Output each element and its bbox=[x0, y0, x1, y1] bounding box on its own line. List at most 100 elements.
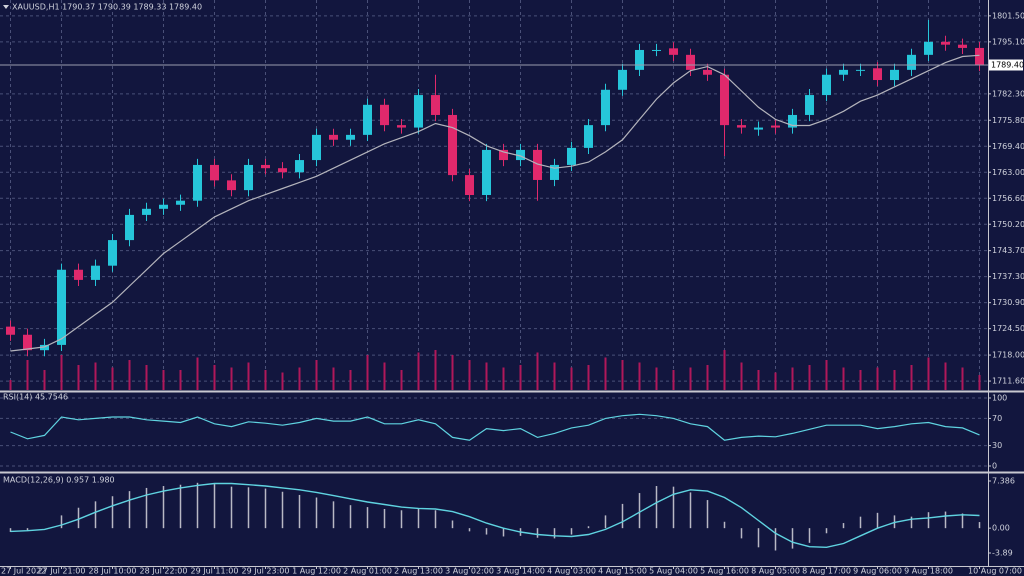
volume-bar bbox=[366, 355, 369, 390]
y-tick-label: 1737.30 bbox=[992, 272, 1024, 281]
x-tick-label: 1 Aug 12:00 bbox=[292, 567, 341, 576]
volume-bar bbox=[570, 367, 573, 390]
x-tick-label: 27 Jul 21:00 bbox=[38, 567, 86, 576]
candle-body bbox=[550, 164, 559, 180]
x-tick-label: 5 Aug 16:00 bbox=[700, 567, 749, 576]
volume-bar bbox=[808, 365, 811, 390]
volume-bar bbox=[111, 367, 114, 390]
candle-body bbox=[584, 125, 593, 148]
candle-body bbox=[482, 149, 491, 195]
volume-bar bbox=[978, 375, 981, 390]
y-tick-label: 0.00 bbox=[992, 524, 1010, 533]
signal-line bbox=[10, 482, 980, 549]
volume-bar bbox=[672, 370, 675, 390]
candle-body bbox=[397, 125, 406, 128]
volume-bar bbox=[859, 370, 862, 390]
candle-body bbox=[431, 95, 440, 115]
candle-body bbox=[499, 149, 508, 161]
volume-bar bbox=[944, 362, 947, 390]
y-tick-label: 1750.20 bbox=[992, 220, 1024, 229]
y-tick-label: 1795.10 bbox=[992, 37, 1024, 46]
x-tick-label: 2 Aug 01:00 bbox=[343, 567, 392, 576]
x-tick-label: 3 Aug 14:00 bbox=[496, 567, 545, 576]
candle-body bbox=[125, 214, 134, 241]
x-tick-label: 3 Aug 02:00 bbox=[445, 567, 494, 576]
candle-body bbox=[941, 41, 950, 45]
y-tick-label: 30 bbox=[992, 441, 1002, 450]
volume-bar bbox=[77, 365, 80, 390]
candle-body bbox=[771, 125, 780, 128]
candle-body bbox=[261, 164, 270, 169]
candle-body bbox=[975, 47, 984, 65]
candle-body bbox=[465, 175, 474, 195]
candle-body bbox=[244, 164, 253, 191]
candle-body bbox=[567, 147, 576, 165]
volume-bar bbox=[60, 355, 63, 390]
candle-body bbox=[142, 208, 151, 215]
candle-body bbox=[686, 54, 695, 70]
chart-header: XAUUSD,H1 1790.37 1790.39 1789.33 1789.4… bbox=[12, 3, 202, 12]
y-tick-label: 1775.80 bbox=[992, 116, 1024, 125]
candle-body bbox=[227, 180, 236, 191]
current-price-label: 1789.40 bbox=[991, 61, 1024, 70]
volume-bar bbox=[332, 367, 335, 390]
candle-body bbox=[380, 104, 389, 126]
x-tick-label: 10 Aug 07:00 bbox=[968, 567, 1022, 576]
y-tick-label: 1743.70 bbox=[992, 246, 1024, 255]
volume-bar bbox=[451, 355, 454, 390]
candle-body bbox=[890, 69, 899, 81]
volume-bar bbox=[910, 365, 913, 390]
volume-bar bbox=[723, 350, 726, 390]
candle-body bbox=[312, 134, 321, 161]
x-tick-label: 27 Jul 2022 bbox=[1, 567, 46, 576]
volume-bar bbox=[536, 352, 539, 390]
volume-bar bbox=[230, 367, 233, 390]
candle-body bbox=[6, 326, 15, 335]
volume-bar bbox=[264, 370, 267, 390]
candle-body bbox=[193, 164, 202, 201]
candle-body bbox=[346, 134, 355, 140]
y-tick-label: 1763.00 bbox=[992, 168, 1024, 177]
volume-bar bbox=[400, 370, 403, 390]
candle-body bbox=[720, 74, 729, 126]
volume-bar bbox=[9, 380, 12, 390]
volume-bar bbox=[621, 360, 624, 390]
candle-body bbox=[805, 95, 814, 115]
volume-bar bbox=[553, 362, 556, 390]
y-tick-label: 100 bbox=[992, 394, 1007, 403]
volume-bar bbox=[179, 370, 182, 390]
y-tick-label: -3.89 bbox=[992, 549, 1013, 558]
candle-body bbox=[873, 68, 882, 81]
candle-body bbox=[618, 69, 627, 90]
x-tick-label: 28 Jul 10:00 bbox=[89, 567, 137, 576]
volume-bar bbox=[638, 362, 641, 390]
moving-average bbox=[10, 54, 980, 352]
candle-body bbox=[23, 334, 32, 351]
candle-body bbox=[448, 114, 457, 176]
y-tick-label: 1730.90 bbox=[992, 298, 1024, 307]
candle-body bbox=[635, 49, 644, 70]
volume-bar bbox=[961, 367, 964, 390]
volume-bar bbox=[26, 360, 29, 390]
volume-bar bbox=[128, 360, 131, 390]
volume-bar bbox=[485, 362, 488, 390]
y-tick-label: 0 bbox=[992, 462, 997, 471]
x-tick-label: 4 Aug 03:00 bbox=[547, 567, 596, 576]
volume-bar bbox=[145, 365, 148, 390]
y-tick-label: 1782.30 bbox=[992, 89, 1024, 98]
candle-body bbox=[91, 265, 100, 280]
candle-body bbox=[533, 149, 542, 180]
candle-body bbox=[363, 104, 372, 135]
current-price-box bbox=[989, 59, 1023, 71]
y-tick-label: 1718.00 bbox=[992, 351, 1024, 360]
candle-body bbox=[703, 69, 712, 75]
volume-bar bbox=[298, 367, 301, 390]
symbol-menu-icon[interactable] bbox=[3, 5, 9, 9]
x-tick-label: 9 Aug 06:00 bbox=[853, 567, 902, 576]
rsi-line bbox=[10, 413, 980, 441]
candle-body bbox=[40, 344, 49, 351]
x-tick-label: 4 Aug 15:00 bbox=[598, 567, 647, 576]
y-tick-label: 7.386 bbox=[992, 477, 1015, 486]
